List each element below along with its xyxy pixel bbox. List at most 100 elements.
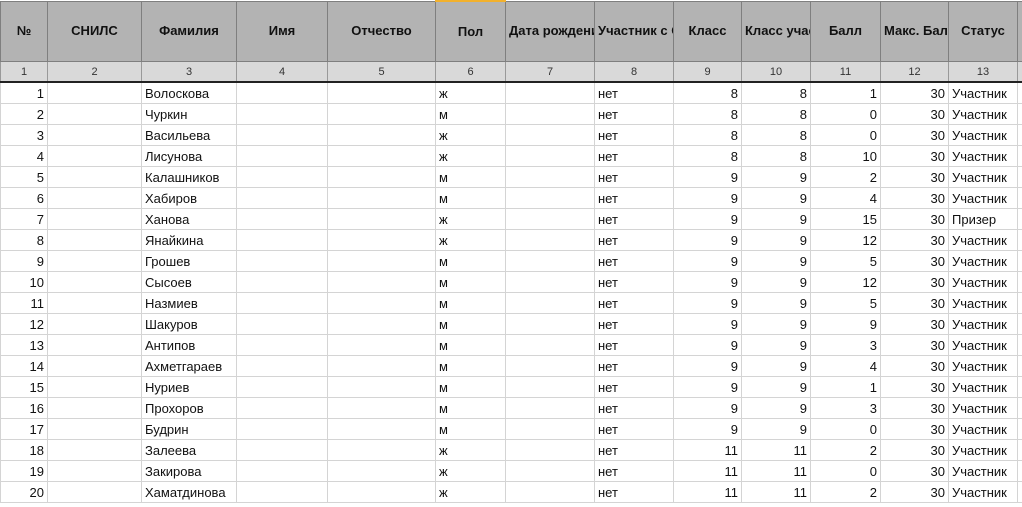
table-cell[interactable]: 9 [673,187,742,209]
table-cell[interactable] [327,229,436,251]
table-cell[interactable] [1017,103,1022,125]
table-cell[interactable] [47,334,142,356]
table-cell[interactable] [505,355,595,377]
table-cell[interactable]: 8 [673,124,742,146]
table-cell[interactable]: Залеева [141,439,237,461]
table-cell[interactable]: 30 [880,397,949,419]
table-cell[interactable] [505,418,595,440]
table-cell[interactable]: 6 [0,187,48,209]
table-cell[interactable] [1017,292,1022,314]
table-cell[interactable] [1017,481,1022,503]
table-cell[interactable]: нет [594,397,674,419]
table-cell[interactable]: 8 [741,81,811,104]
table-cell[interactable]: м [435,313,506,335]
table-cell[interactable]: Калашников [141,166,237,188]
table-cell[interactable] [236,334,328,356]
table-cell[interactable]: Прохоров [141,397,237,419]
column-header[interactable]: Дата рождения [505,0,595,62]
table-cell[interactable]: Участник [948,229,1018,251]
table-cell[interactable]: м [435,376,506,398]
table-cell[interactable]: нет [594,187,674,209]
table-cell[interactable]: 30 [880,271,949,293]
table-cell[interactable] [47,208,142,230]
table-cell[interactable]: м [435,355,506,377]
table-cell[interactable]: нет [594,250,674,272]
table-cell[interactable]: ж [435,439,506,461]
table-cell[interactable]: 8 [741,124,811,146]
table-cell[interactable]: 9 [741,418,811,440]
table-cell[interactable] [505,334,595,356]
table-cell[interactable] [327,481,436,503]
table-cell[interactable] [236,145,328,167]
table-cell[interactable] [505,481,595,503]
table-cell[interactable]: 30 [880,187,949,209]
table-cell[interactable]: 7 [0,208,48,230]
table-cell[interactable]: 30 [880,481,949,503]
table-cell[interactable]: Участник [948,460,1018,482]
table-cell[interactable]: 0 [810,460,881,482]
table-cell[interactable]: нет [594,376,674,398]
table-cell[interactable] [327,460,436,482]
table-cell[interactable] [1017,187,1022,209]
table-cell[interactable]: м [435,292,506,314]
table-cell[interactable] [327,124,436,146]
table-cell[interactable]: м [435,250,506,272]
table-cell[interactable]: 11 [741,460,811,482]
table-cell[interactable]: м [435,187,506,209]
table-cell[interactable] [327,81,436,104]
table-cell[interactable]: Участник [948,292,1018,314]
table-cell[interactable]: Волоскова [141,81,237,104]
table-cell[interactable] [47,376,142,398]
table-cell[interactable]: 9 [673,292,742,314]
table-cell[interactable] [1017,124,1022,146]
table-cell[interactable]: Чуркин [141,103,237,125]
table-cell[interactable] [236,418,328,440]
table-cell[interactable]: 9 [673,397,742,419]
table-cell[interactable]: Васильева [141,124,237,146]
table-cell[interactable]: Участник [948,145,1018,167]
column-header[interactable]: № [0,0,48,62]
column-header[interactable]: Участник с ОВЗ [594,0,674,62]
table-cell[interactable] [236,397,328,419]
table-cell[interactable]: 30 [880,334,949,356]
table-cell[interactable]: 9 [741,166,811,188]
table-cell[interactable]: 14 [0,355,48,377]
table-cell[interactable]: нет [594,355,674,377]
table-cell[interactable]: 18 [0,439,48,461]
table-cell[interactable]: нет [594,145,674,167]
table-cell[interactable]: 9 [673,250,742,272]
table-cell[interactable]: 9 [673,355,742,377]
table-cell[interactable]: 10 [0,271,48,293]
table-cell[interactable]: 12 [810,271,881,293]
table-cell[interactable] [1017,418,1022,440]
table-cell[interactable]: 16 [0,397,48,419]
table-cell[interactable] [47,81,142,104]
table-cell[interactable]: Участник [948,250,1018,272]
table-cell[interactable] [327,376,436,398]
table-cell[interactable] [236,250,328,272]
table-cell[interactable] [327,166,436,188]
table-cell[interactable]: Участник [948,313,1018,335]
table-cell[interactable] [47,439,142,461]
table-cell[interactable]: Участник [948,481,1018,503]
table-cell[interactable]: 1 [810,376,881,398]
table-cell[interactable] [1017,376,1022,398]
table-cell[interactable] [327,103,436,125]
table-cell[interactable]: 4 [0,145,48,167]
table-cell[interactable]: 30 [880,103,949,125]
table-cell[interactable]: м [435,271,506,293]
table-cell[interactable]: нет [594,103,674,125]
table-cell[interactable] [1017,81,1022,104]
table-cell[interactable]: нет [594,481,674,503]
table-cell[interactable] [327,250,436,272]
table-cell[interactable] [236,376,328,398]
table-cell[interactable]: ж [435,124,506,146]
table-cell[interactable] [505,397,595,419]
table-cell[interactable] [236,481,328,503]
table-cell[interactable] [327,187,436,209]
table-cell[interactable]: нет [594,229,674,251]
table-cell[interactable]: 9 [741,271,811,293]
table-cell[interactable]: нет [594,439,674,461]
column-header[interactable]: Фамилия [141,0,237,62]
table-cell[interactable] [505,271,595,293]
